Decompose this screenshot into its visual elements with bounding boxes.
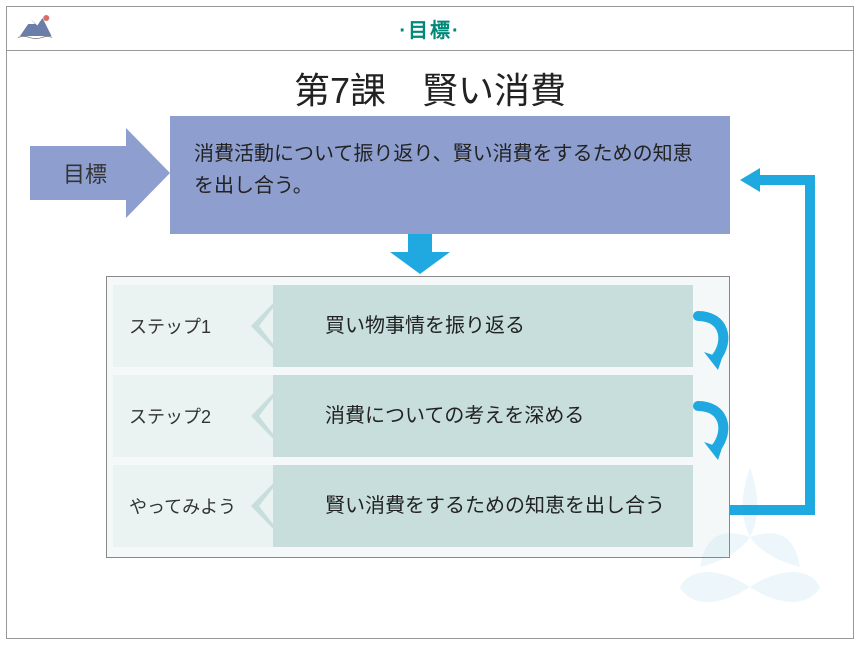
header-title: ·目標· xyxy=(0,14,860,43)
goal-arrow-label: 目標 xyxy=(30,128,140,218)
curved-down-arrow-icon xyxy=(688,310,734,370)
steps-container: ステップ1 買い物事情を振り返る ステップ2 消費についての考えを深める やって… xyxy=(106,276,730,558)
step-content: 買い物事情を振り返る xyxy=(273,285,693,367)
down-arrow-icon xyxy=(390,234,450,274)
header-divider xyxy=(6,50,854,51)
goal-arrow: 目標 xyxy=(30,128,170,218)
lesson-title: 第7課 賢い消費 xyxy=(0,62,860,114)
hands-leaf-watermark-icon xyxy=(650,437,850,637)
step-content: 消費についての考えを深める xyxy=(273,375,693,457)
step-content: 賢い消費をするための知恵を出し合う xyxy=(273,465,693,547)
goal-description-box: 消費活動について振り返り、賢い消費をするための知恵を出し合う。 xyxy=(170,116,730,234)
